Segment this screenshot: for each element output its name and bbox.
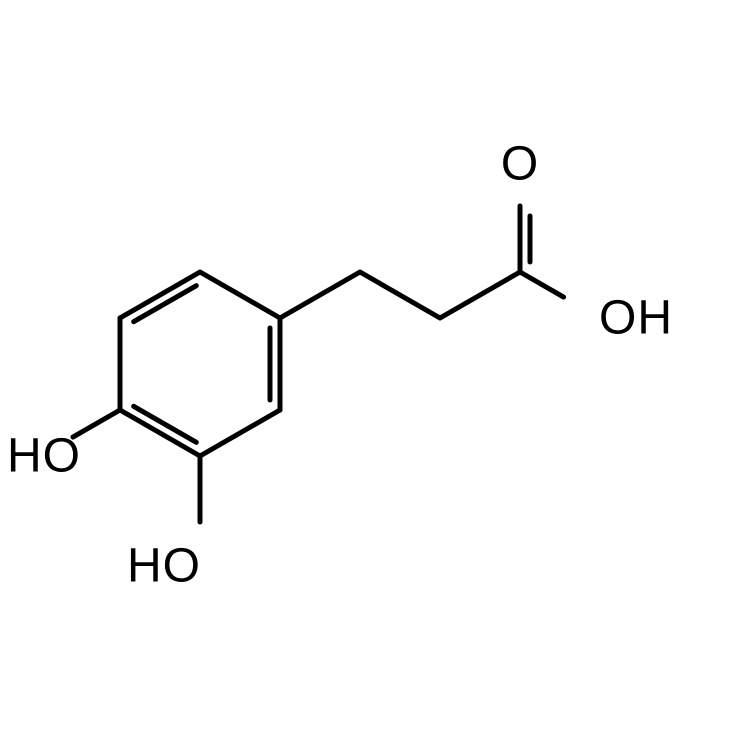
molecule-bonds [0, 0, 730, 730]
atom-label-hydroxyl-ring-4: HO [7, 429, 81, 484]
atom-label-carbonyl-oxygen: O [501, 137, 539, 192]
atom-label-hydroxyl-ring-3: HO [127, 539, 201, 594]
atom-label-hydroxyl-acid: OH [599, 291, 673, 346]
molecule-canvas: O OH HO HO [0, 0, 730, 730]
